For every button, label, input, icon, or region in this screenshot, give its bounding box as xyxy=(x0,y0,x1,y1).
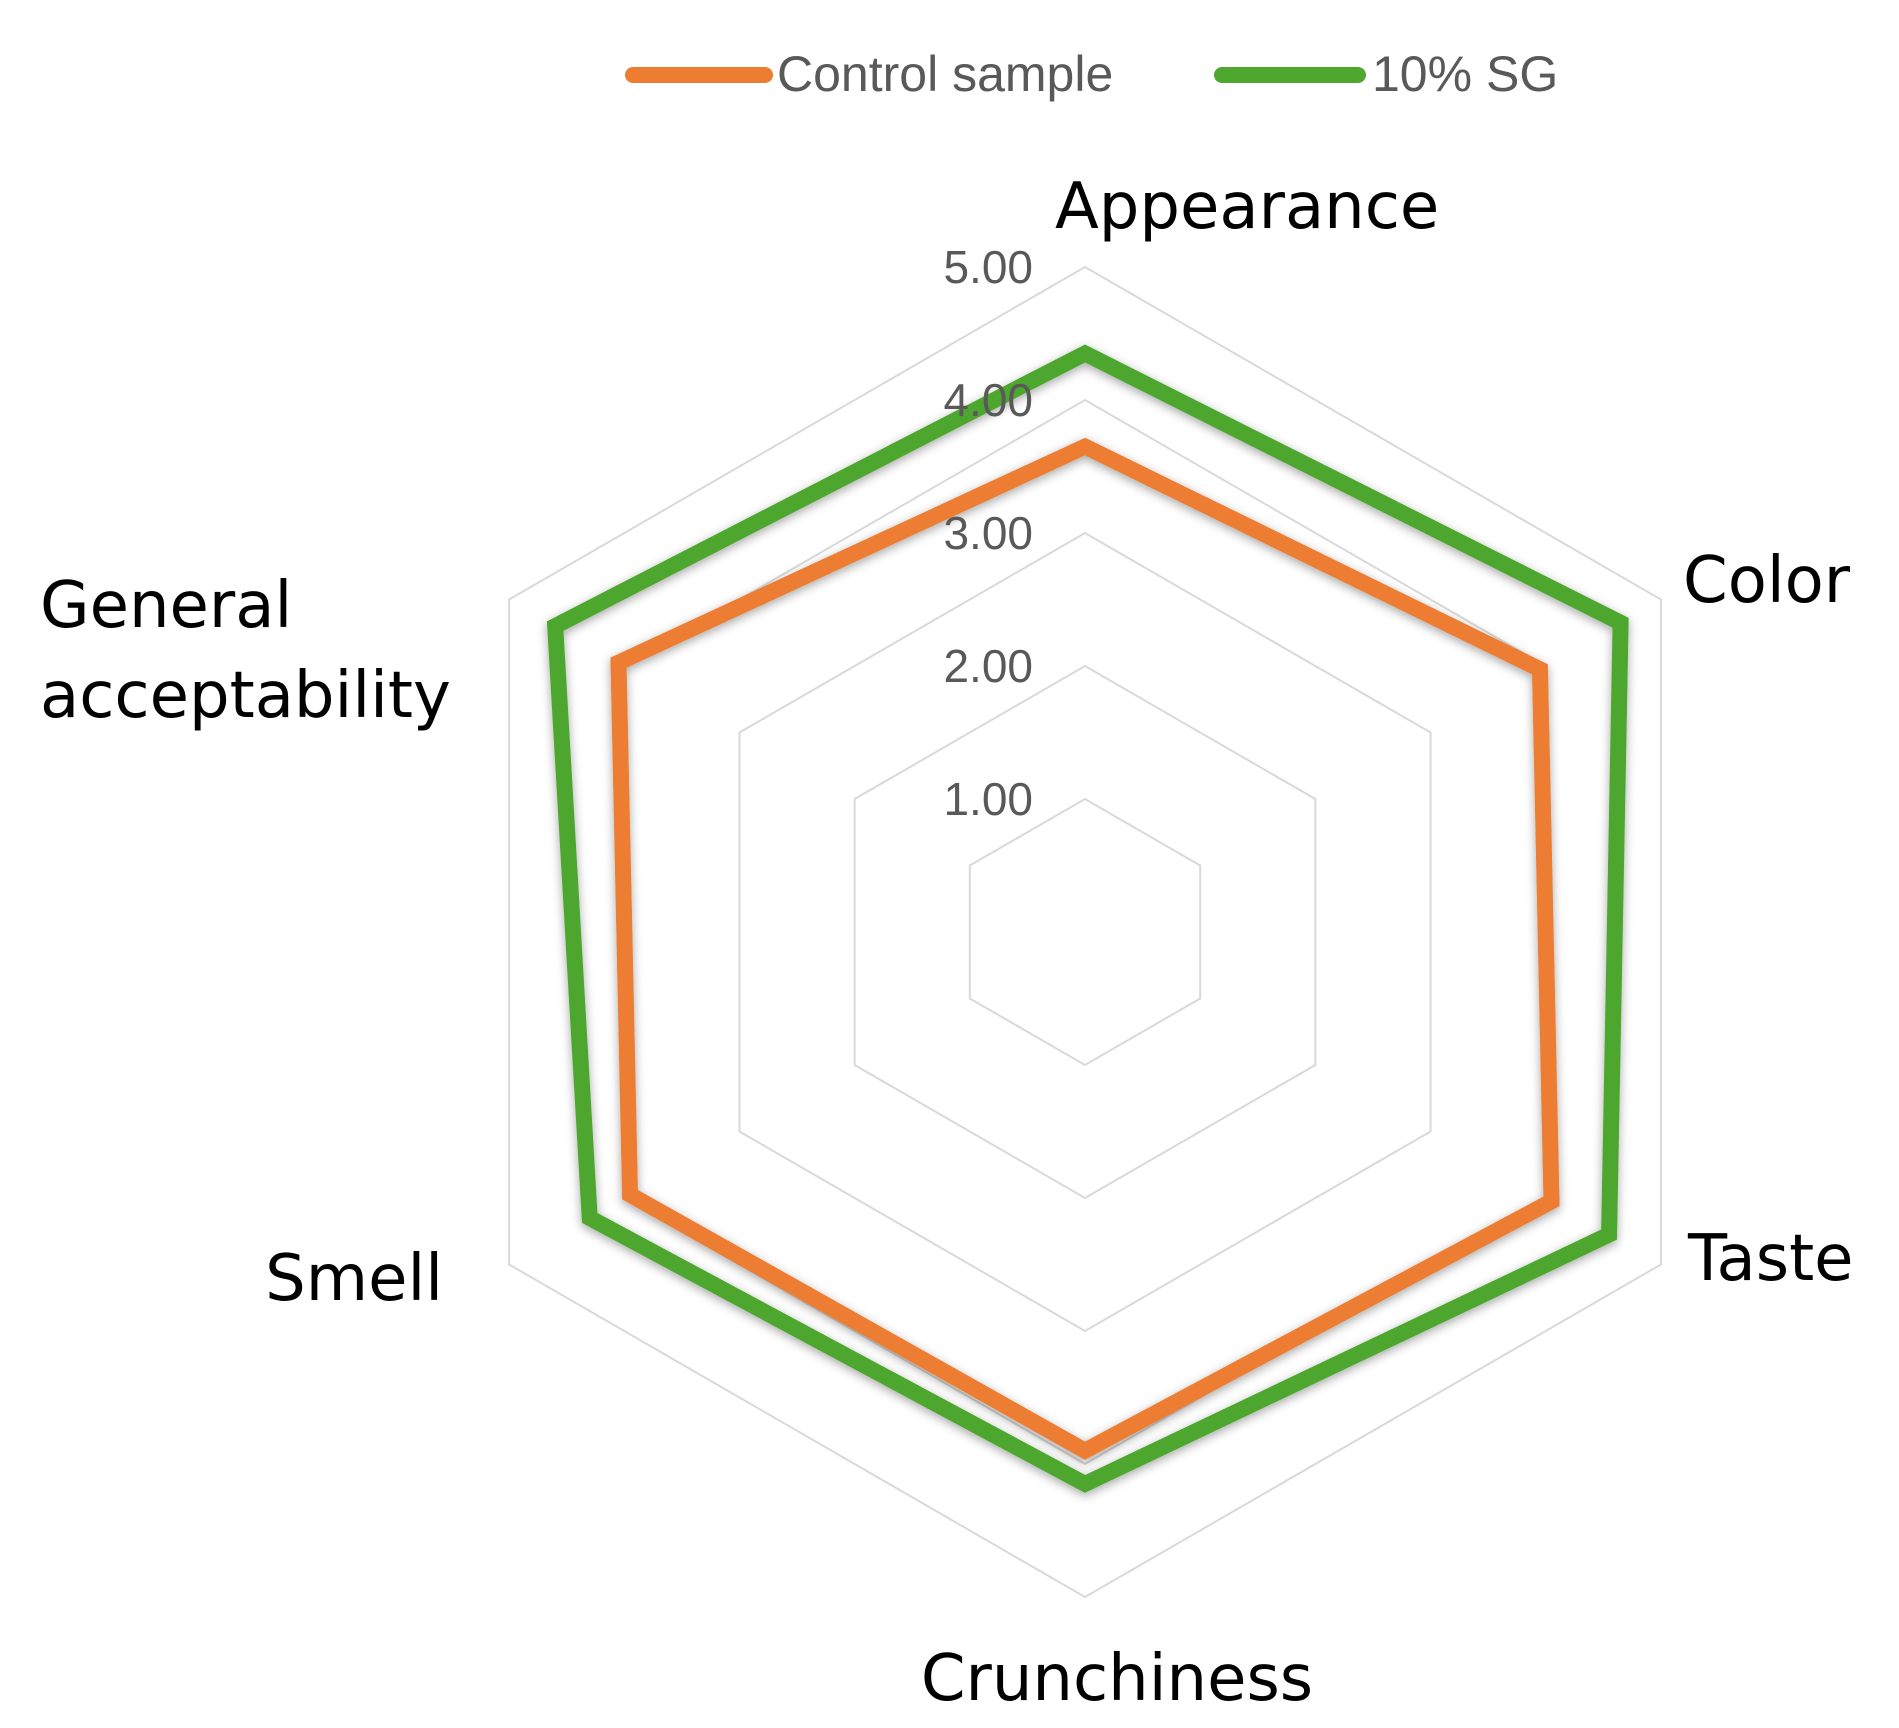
radial-tick-label: 4.00 xyxy=(943,374,1033,426)
category-label-taste: Taste xyxy=(1687,1222,1854,1296)
data-point xyxy=(1550,1200,1553,1203)
data-point xyxy=(1084,1449,1086,1452)
gridline-ring-3 xyxy=(738,531,1432,1333)
gridline-ring-2 xyxy=(853,664,1317,1200)
category-label-smell: Smell xyxy=(265,1242,443,1316)
data-point xyxy=(617,661,620,664)
series-control-sample xyxy=(610,437,1560,1460)
data-point xyxy=(1538,668,1541,671)
data-point xyxy=(588,1216,591,1219)
data-point xyxy=(1608,1233,1611,1236)
radial-tick-label: 2.00 xyxy=(943,640,1033,692)
category-label-general-acceptability-line1: General xyxy=(40,569,292,643)
data-point xyxy=(1619,621,1622,624)
category-label-general-acceptability: General acceptability xyxy=(40,569,451,733)
series-line xyxy=(546,344,1629,1493)
data-point xyxy=(554,625,557,628)
legend-label-control-sample: Control sample xyxy=(777,46,1113,102)
legend: Control sample 10% SG xyxy=(625,46,1558,102)
category-label-crunchiness: Crunchiness xyxy=(921,1642,1313,1716)
radar-gridlines xyxy=(508,265,1662,1599)
radar-series xyxy=(546,344,1629,1493)
gridline-ring-5 xyxy=(508,265,1662,1599)
category-label-color: Color xyxy=(1683,544,1851,618)
gridline-ring-1 xyxy=(968,797,1202,1067)
category-label-appearance: Appearance xyxy=(1055,170,1439,244)
radial-tick-label: 5.00 xyxy=(943,241,1033,293)
data-point xyxy=(629,1193,632,1196)
data-point xyxy=(1084,352,1086,355)
data-point xyxy=(1084,445,1086,448)
radial-tick-labels: 1.00 2.00 3.00 4.00 5.00 xyxy=(943,241,1033,825)
data-point xyxy=(1084,1482,1086,1485)
radial-tick-label: 3.00 xyxy=(943,507,1033,559)
legend-label-10-sg: 10% SG xyxy=(1372,46,1558,102)
category-label-general-acceptability-line2: acceptability xyxy=(40,659,451,733)
radial-tick-label: 1.00 xyxy=(943,773,1033,825)
series-10-sg xyxy=(546,344,1629,1493)
